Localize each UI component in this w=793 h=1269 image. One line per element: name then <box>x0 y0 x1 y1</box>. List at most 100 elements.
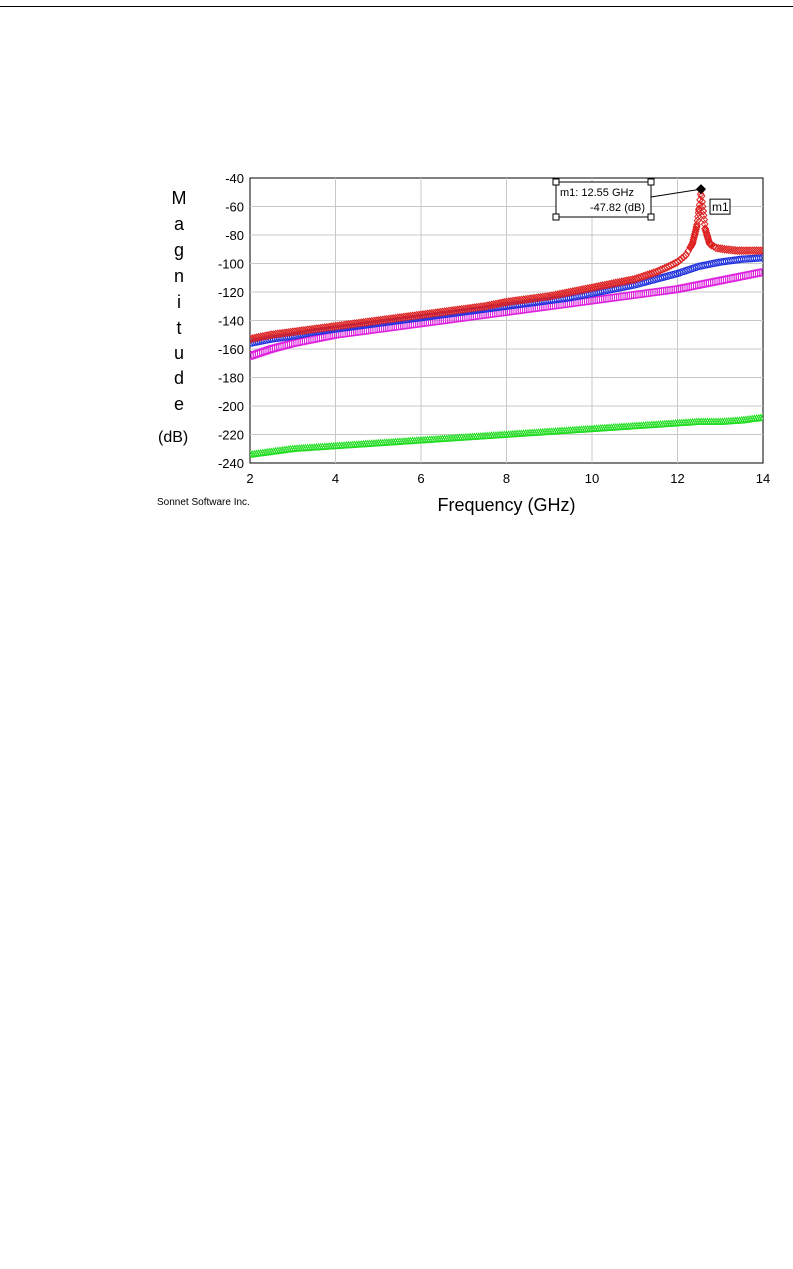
marker-readout-box <box>555 181 652 218</box>
data-point <box>628 275 637 285</box>
data-point <box>695 204 703 214</box>
data-point <box>673 257 682 267</box>
data-point <box>575 285 584 295</box>
data-point <box>558 289 566 299</box>
data-point <box>615 277 624 287</box>
data-point <box>637 272 646 282</box>
data-point <box>577 285 586 295</box>
data-point <box>545 291 554 301</box>
data-point <box>643 270 652 280</box>
data-point <box>250 333 259 343</box>
data-point <box>553 290 562 300</box>
x-tick-label: 12 <box>670 471 684 486</box>
data-point <box>551 290 560 300</box>
marker-readout-line1: m1: 12.55 GHz <box>560 187 634 199</box>
data-point <box>699 206 708 216</box>
marker-m1-tag-box <box>709 198 731 215</box>
data-point <box>707 240 716 250</box>
page-top-rule <box>0 6 793 7</box>
data-point <box>700 215 709 225</box>
y-axis-label-letter: t <box>176 318 182 338</box>
data-point <box>256 332 265 342</box>
y-tick-label: -100 <box>218 257 244 272</box>
data-point <box>698 197 706 207</box>
data-point <box>693 216 702 226</box>
data-point <box>757 246 763 256</box>
data-point <box>254 332 263 342</box>
x-tick-label: 4 <box>332 471 339 486</box>
data-point <box>596 281 605 291</box>
data-point <box>250 334 254 344</box>
x-tick-label: 8 <box>503 471 510 486</box>
marker-m1-tag: m1 <box>712 200 729 214</box>
data-point <box>603 280 611 290</box>
data-point <box>588 283 596 293</box>
y-axis-unit: (dB) <box>158 429 189 446</box>
selection-handle <box>552 178 560 186</box>
selection-handle <box>552 213 560 221</box>
data-point <box>645 269 654 279</box>
data-point <box>605 279 613 289</box>
data-point <box>609 278 618 288</box>
data-point <box>620 276 628 286</box>
data-point <box>759 246 763 256</box>
data-point <box>489 300 498 310</box>
x-tick-label: 10 <box>585 471 599 486</box>
data-point <box>547 291 556 301</box>
data-point <box>560 288 569 298</box>
series-triangle <box>250 413 763 458</box>
marker-readout-line2: -47.82 (dB) <box>590 202 645 214</box>
data-point <box>579 284 588 294</box>
data-point <box>571 286 579 296</box>
data-point <box>252 333 261 343</box>
data-point <box>556 289 564 299</box>
y-tick-label: -140 <box>218 314 244 329</box>
selection-handle <box>647 213 655 221</box>
selection-handle <box>647 178 655 186</box>
y-tick-label: -160 <box>218 342 244 357</box>
y-tick-label: -120 <box>218 285 244 300</box>
data-point <box>498 298 507 308</box>
magnitude-chart: 2 4 6 8 10 12 14 -40 -60 -80 -100 -120 -140 -160 -180 -… <box>218 171 770 515</box>
x-tick-label: 14 <box>756 471 770 486</box>
y-tick-label: -200 <box>218 399 244 414</box>
data-point <box>611 278 620 288</box>
data-point <box>635 273 643 283</box>
data-point <box>677 254 686 263</box>
data-point <box>250 334 256 344</box>
y-axis-label-letter: M <box>171 188 187 208</box>
data-point <box>583 284 592 294</box>
y-tick-label: -80 <box>225 228 244 243</box>
data-point <box>590 282 598 292</box>
data-point <box>263 331 271 341</box>
x-tick-label: 6 <box>417 471 424 486</box>
data-point <box>697 191 706 201</box>
y-tick-label: -40 <box>225 171 244 186</box>
data-point <box>675 255 684 265</box>
data-point <box>586 283 594 293</box>
data-point <box>566 287 575 297</box>
data-point <box>258 331 267 341</box>
data-point <box>758 413 763 421</box>
data-point <box>698 202 707 212</box>
y-axis-label-letter: g <box>173 240 184 260</box>
data-point <box>549 290 558 300</box>
data-point <box>564 287 573 297</box>
y-tick-label: -220 <box>218 428 244 443</box>
data-point <box>494 299 502 309</box>
data-point <box>622 276 631 286</box>
data-point <box>481 301 489 311</box>
data-point <box>600 280 609 290</box>
data-point <box>581 284 590 294</box>
y-axis-label-letter: n <box>173 266 184 286</box>
y-axis-label-letter: u <box>173 343 184 363</box>
data-point <box>598 281 607 291</box>
y-tick-label: -240 <box>218 456 244 471</box>
x-axis-label: Frequency (GHz) <box>437 495 575 515</box>
data-point <box>483 301 492 311</box>
y-axis-label-letter: a <box>173 214 184 234</box>
data-point <box>759 268 763 276</box>
data-point <box>607 279 616 289</box>
data-point <box>594 281 603 291</box>
marker-leader-line <box>650 188 702 198</box>
